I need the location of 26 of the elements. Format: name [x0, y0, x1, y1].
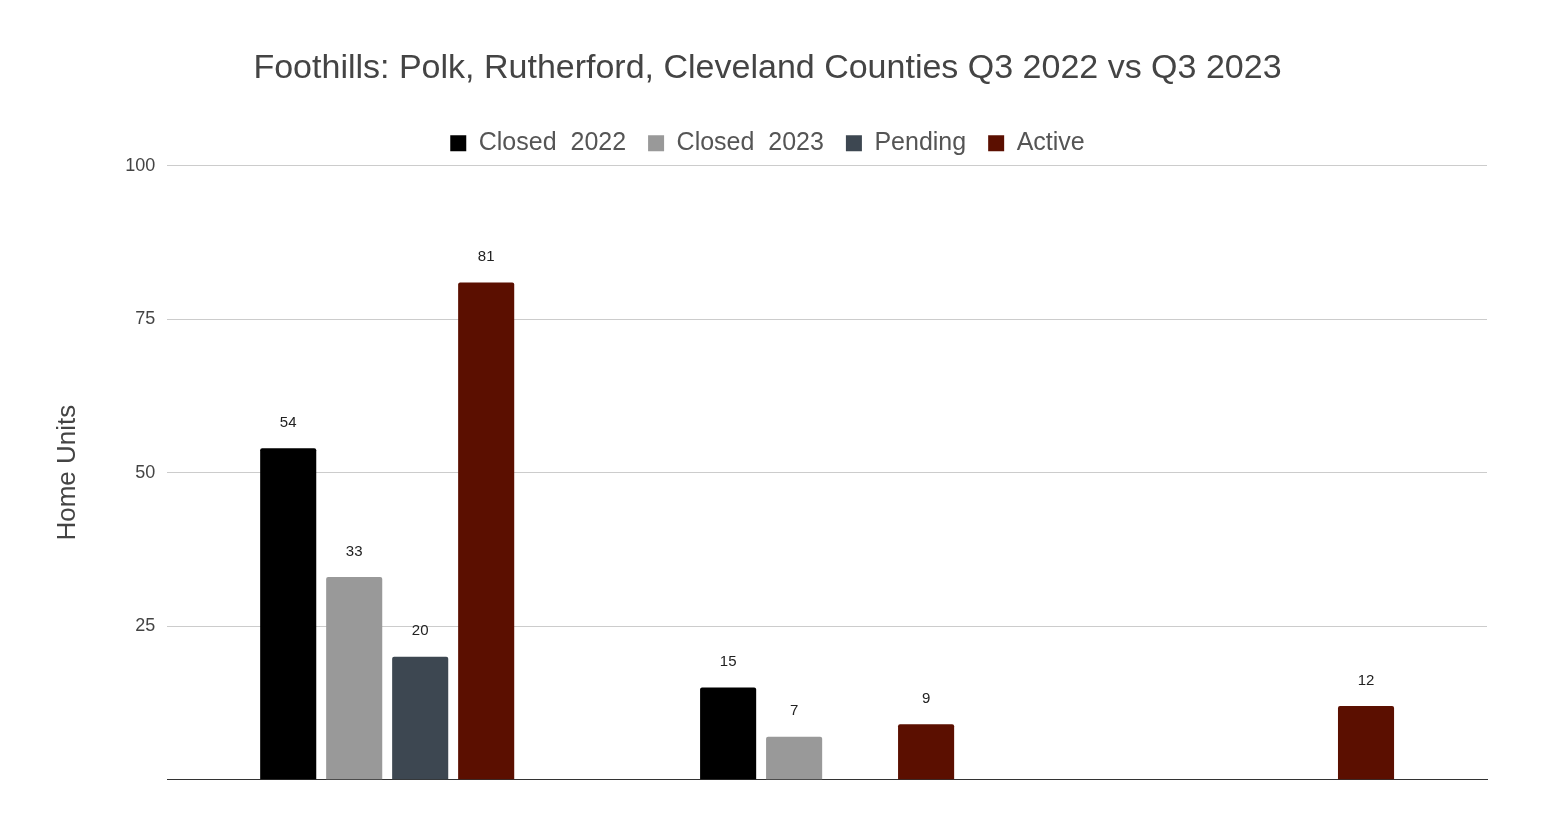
bar: [326, 577, 383, 780]
data-label: 9: [921, 689, 931, 706]
y-tick-label: 25: [135, 615, 156, 636]
data-label: 7: [789, 701, 799, 719]
y-axis-title: Home Units: [50, 404, 81, 541]
legend-label: Closed 2022: [478, 127, 627, 156]
data-label: 20: [411, 621, 429, 639]
data-label: 12: [1357, 670, 1375, 688]
bar: [458, 282, 515, 780]
legend-label: Pending: [874, 127, 967, 156]
data-label: 33: [345, 541, 363, 559]
bar: [260, 448, 317, 780]
legend-label: Active: [1016, 127, 1085, 156]
data-label: 54: [279, 412, 297, 430]
legend-label: Closed 2023: [676, 127, 824, 156]
y-tick-label: 75: [135, 308, 156, 329]
bar: [898, 724, 955, 780]
data-label: 15: [719, 652, 737, 670]
bar: [766, 736, 823, 780]
bar: [1337, 705, 1395, 780]
data-label: 81: [477, 247, 495, 265]
chart-title: Foothills: Polk, Rutherford, Cleveland Counties Q3 2022 vs Q3 2023: [253, 46, 1282, 85]
bar: [700, 687, 757, 780]
bar: [392, 656, 449, 780]
y-tick-label: 50: [135, 461, 156, 482]
y-tick-label: 100: [125, 154, 156, 175]
